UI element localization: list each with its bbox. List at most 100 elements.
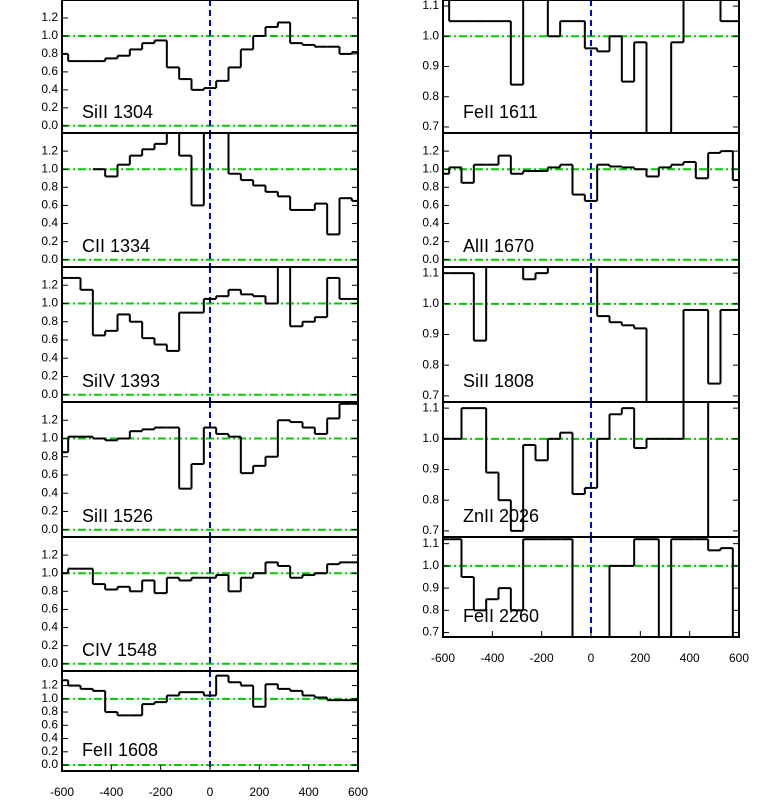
x-tick-label: 200 <box>249 785 269 799</box>
y-tick-label: 0.2 <box>422 234 439 248</box>
y-tick-label: 0.8 <box>41 46 58 60</box>
y-tick-label: 0.6 <box>41 332 58 346</box>
y-tick-label: 0.0 <box>41 656 58 670</box>
panel-label: SiII 1526 <box>82 506 153 526</box>
y-tick-label: 0.8 <box>41 704 58 718</box>
y-tick-label: 1.2 <box>41 412 58 426</box>
y-tick-label: 0.7 <box>422 388 439 402</box>
y-tick-label: 1.0 <box>422 28 439 42</box>
x-tick-label: -400 <box>480 651 504 665</box>
x-tick-label: 0 <box>207 785 214 799</box>
panel <box>62 402 358 537</box>
y-tick-label: 1.1 <box>422 536 439 550</box>
y-tick-label: 1.0 <box>41 565 58 579</box>
y-tick-label: 1.0 <box>422 296 439 310</box>
y-tick-label: 0.6 <box>422 198 439 212</box>
y-tick-label: 1.0 <box>41 161 58 175</box>
y-tick-label: 1.0 <box>41 431 58 445</box>
y-tick-label: 0.2 <box>41 100 58 114</box>
y-tick-label: 1.1 <box>422 265 439 279</box>
y-tick-label: 0.7 <box>422 625 439 639</box>
y-tick-label: 0.0 <box>41 522 58 536</box>
panel-label: CIV 1548 <box>82 640 157 660</box>
panel-label: FeII 1608 <box>82 740 158 760</box>
x-tick-label: -400 <box>99 785 123 799</box>
y-tick-label: 1.1 <box>422 400 439 414</box>
y-tick-label: 0.6 <box>41 198 58 212</box>
y-tick-label: 0.4 <box>422 216 439 230</box>
y-tick-label: 1.2 <box>41 678 58 692</box>
x-tick-label: 400 <box>299 785 319 799</box>
x-tick-label: 200 <box>630 651 650 665</box>
panel <box>443 267 739 402</box>
y-tick-label: 0.6 <box>41 64 58 78</box>
y-tick-label: 0.8 <box>41 314 58 328</box>
y-tick-label: 0.4 <box>41 620 58 634</box>
y-tick-label: 0.4 <box>41 485 58 499</box>
y-tick-label: 0.2 <box>41 744 58 758</box>
panel <box>443 537 739 637</box>
y-tick-label: 0.0 <box>41 118 58 132</box>
panel-label: FeII 1611 <box>463 102 538 122</box>
y-tick-label: 0.2 <box>41 638 58 652</box>
y-tick-label: 0.8 <box>41 583 58 597</box>
panel-label: SiII 1808 <box>463 371 534 391</box>
panel-label: SiII 1304 <box>82 102 153 122</box>
y-tick-label: 0.2 <box>41 369 58 383</box>
y-tick-label: 1.0 <box>41 28 58 42</box>
y-tick-label: 1.2 <box>41 10 58 24</box>
y-tick-label: 0.8 <box>422 357 439 371</box>
y-tick-label: 0.4 <box>41 216 58 230</box>
y-tick-label: 1.1 <box>422 0 439 12</box>
panel-label: CII 1334 <box>82 236 150 256</box>
y-tick-label: 0.6 <box>41 467 58 481</box>
y-tick-label: 0.4 <box>41 82 58 96</box>
y-tick-label: 0.9 <box>422 59 439 73</box>
y-tick-label: 0.9 <box>422 462 439 476</box>
x-tick-label: -600 <box>50 785 74 799</box>
x-tick-label: 600 <box>348 785 368 799</box>
panel <box>62 537 358 671</box>
y-tick-label: 0.8 <box>422 89 439 103</box>
y-tick-label: 1.2 <box>41 547 58 561</box>
panel-label: FeII 2260 <box>463 606 539 626</box>
y-tick-label: 1.0 <box>422 161 439 175</box>
y-tick-label: 0.0 <box>41 252 58 266</box>
y-tick-label: 0.0 <box>41 757 58 771</box>
x-tick-label: -600 <box>431 651 455 665</box>
panel-label: AlII 1670 <box>463 236 534 256</box>
panel <box>62 133 358 267</box>
x-tick-label: 600 <box>729 651 749 665</box>
y-tick-label: 1.0 <box>41 296 58 310</box>
y-tick-label: 0.2 <box>41 504 58 518</box>
y-tick-label: 0.8 <box>422 179 439 193</box>
y-tick-label: 1.0 <box>422 431 439 445</box>
y-tick-label: 1.2 <box>41 143 58 157</box>
panel <box>443 133 739 267</box>
y-tick-label: 1.0 <box>41 691 58 705</box>
y-tick-label: 0.8 <box>422 492 439 506</box>
x-tick-label: -200 <box>149 785 173 799</box>
y-tick-label: 0.8 <box>422 603 439 617</box>
y-tick-label: 0.7 <box>422 119 439 133</box>
x-tick-label: 0 <box>588 651 595 665</box>
y-tick-label: 0.4 <box>41 350 58 364</box>
y-tick-label: 0.9 <box>422 327 439 341</box>
y-tick-label: 0.2 <box>41 234 58 248</box>
panel <box>62 0 358 133</box>
x-tick-label: -200 <box>530 651 554 665</box>
panel-label: SiIV 1393 <box>82 371 160 391</box>
x-tick-label: 400 <box>680 651 700 665</box>
y-tick-label: 0.7 <box>422 523 439 537</box>
y-tick-label: 0.6 <box>41 717 58 731</box>
y-tick-label: 0.6 <box>41 602 58 616</box>
panel-label: ZnII 2026 <box>463 506 539 526</box>
y-tick-label: 1.0 <box>422 558 439 572</box>
y-tick-label: 1.2 <box>422 143 439 157</box>
y-tick-label: 0.9 <box>422 580 439 594</box>
y-tick-label: 0.4 <box>41 731 58 745</box>
panel <box>443 0 739 133</box>
y-tick-label: 1.2 <box>41 277 58 291</box>
y-tick-label: 0.8 <box>41 179 58 193</box>
